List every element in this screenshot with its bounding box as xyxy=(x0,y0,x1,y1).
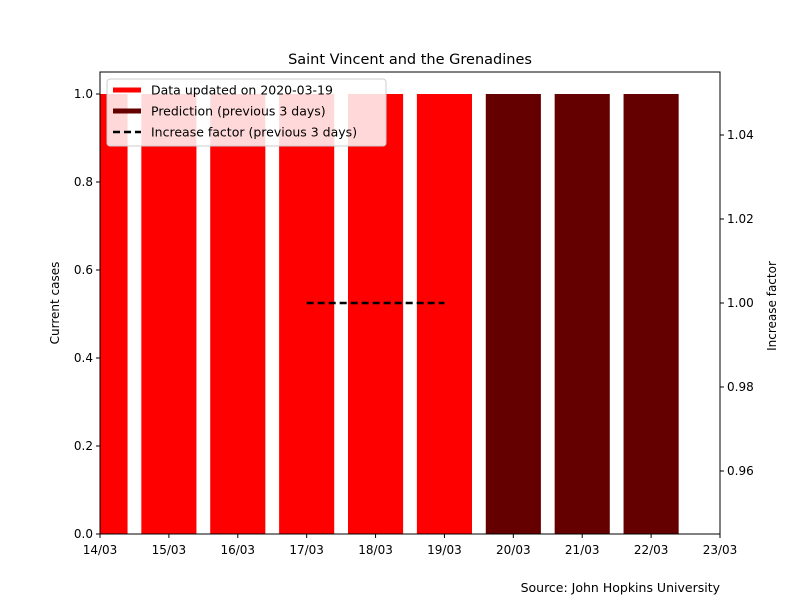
legend-label-0: Data updated on 2020-03-19 xyxy=(151,83,333,98)
bar-data-15-03 xyxy=(141,94,197,534)
bars-layer xyxy=(100,94,679,534)
legend-box xyxy=(106,78,387,147)
x-tick-label: 23/03 xyxy=(703,543,738,557)
y-right-tick-label: 1.04 xyxy=(727,128,754,142)
x-tick-label: 14/03 xyxy=(83,543,118,557)
y-right-tick-label: 1.02 xyxy=(727,212,754,226)
y-axis-right-label: Increase factor xyxy=(765,261,779,351)
y-tick-label: 0.6 xyxy=(74,263,93,277)
y-right-tick-label: 0.98 xyxy=(727,380,754,394)
bar-data-14-03 xyxy=(100,94,128,534)
y-axis-label: Current cases xyxy=(48,262,62,345)
bar-prediction-20-03 xyxy=(485,94,541,534)
y-axis-left: 0.0 0.2 0.4 0.6 0.8 1.0 xyxy=(74,87,100,541)
x-tick-label: 17/03 xyxy=(289,543,324,557)
bar-data-18-03 xyxy=(348,94,404,534)
x-tick-label: 20/03 xyxy=(496,543,531,557)
chart-title: Saint Vincent and the Grenadines xyxy=(288,52,532,68)
y-tick-label: 0.2 xyxy=(74,439,93,453)
x-axis: 14/03 15/03 16/03 17/03 18/03 19/03 20/03 21/03… xyxy=(83,534,738,557)
y-right-tick-label: 1.00 xyxy=(727,296,754,310)
y-right-tick-label: 0.96 xyxy=(727,464,754,478)
y-axis-right: 0.96 0.98 1.00 1.02 1.04 xyxy=(720,128,754,478)
y-tick-label: 0.8 xyxy=(74,175,93,189)
bar-data-16-03 xyxy=(210,94,266,534)
x-tick-label: 22/03 xyxy=(634,543,669,557)
x-tick-label: 16/03 xyxy=(220,543,255,557)
bar-prediction-22-03 xyxy=(623,94,679,534)
y-tick-label: 1.0 xyxy=(74,87,93,101)
x-tick-label: 19/03 xyxy=(427,543,462,557)
source-note: Source: John Hopkins University xyxy=(521,580,721,595)
bar-data-17-03 xyxy=(279,94,335,534)
legend: Data updated on 2020-03-19 Prediction (pr… xyxy=(106,78,387,147)
bar-data-19-03 xyxy=(416,94,472,534)
x-tick-label: 18/03 xyxy=(358,543,393,557)
bar-prediction-21-03 xyxy=(554,94,610,534)
y-tick-label: 0.0 xyxy=(74,527,93,541)
x-tick-label: 21/03 xyxy=(565,543,600,557)
legend-label-2: Increase factor (previous 3 days) xyxy=(151,125,357,140)
x-tick-label: 15/03 xyxy=(152,543,187,557)
legend-label-1: Prediction (previous 3 days) xyxy=(151,104,326,119)
y-tick-label: 0.4 xyxy=(74,351,93,365)
